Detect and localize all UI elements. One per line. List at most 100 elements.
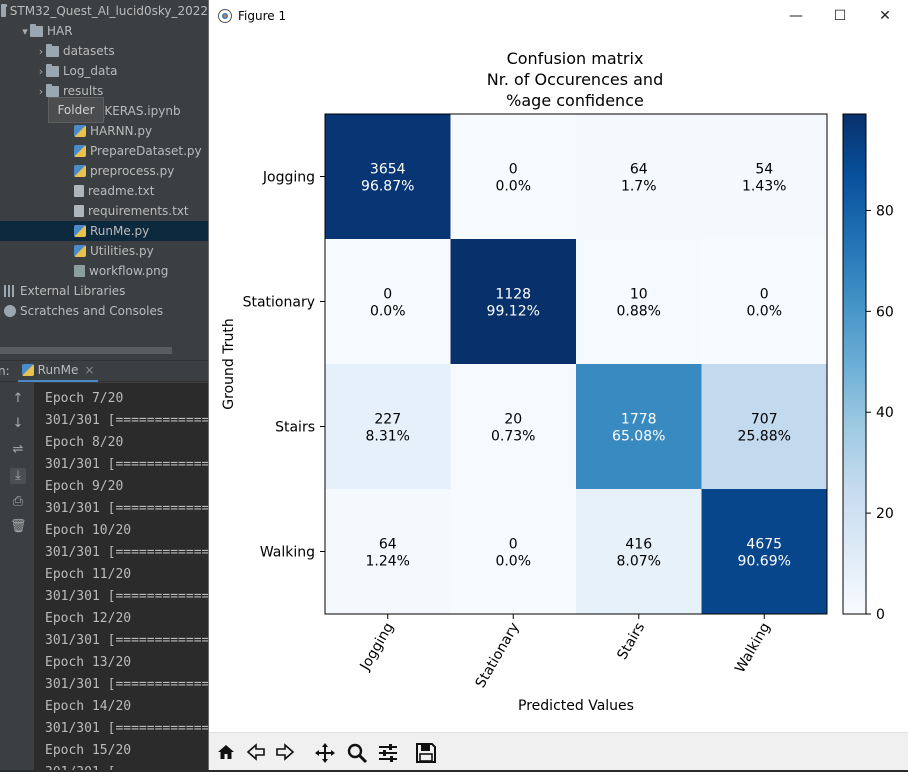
console-line: 301/301 [============ <box>45 545 208 560</box>
run-tab-label: RunMe <box>37 363 79 377</box>
tree-item[interactable]: workflow.png <box>0 261 208 281</box>
cell-count-label: 3654 <box>370 162 406 178</box>
tree-item[interactable]: R_KERAS.ipynb <box>0 101 208 121</box>
cell-count-label: 0 <box>509 537 518 553</box>
cell-percent-label: 8.31% <box>366 429 410 445</box>
print-icon[interactable]: ⎙ <box>12 494 24 509</box>
scroll-up-icon[interactable]: ↑ <box>12 391 24 406</box>
text-file-icon <box>74 205 84 217</box>
cell-count-label: 707 <box>751 412 778 428</box>
tree-item-label: PrepareDataset.py <box>90 144 202 158</box>
tree-item-label: requirements.txt <box>88 204 189 218</box>
tree-item[interactable]: Utilities.py <box>0 241 208 261</box>
heatmap-cell <box>450 239 577 365</box>
cell-percent-label: 96.87% <box>361 179 414 195</box>
chart-title: Confusion matrix <box>507 49 644 68</box>
tree-item[interactable]: HARNN.py <box>0 121 208 141</box>
cell-count-label: 1128 <box>495 287 531 303</box>
console-line: 301/301 [============ <box>45 633 208 648</box>
tree-scrollbar[interactable] <box>0 347 172 354</box>
close-icon[interactable]: × <box>84 363 95 377</box>
x-tick-label: Walking <box>732 620 773 676</box>
chevron-right-icon[interactable]: › <box>38 44 44 58</box>
console-line: Epoch 12/20 <box>45 611 132 626</box>
cell-percent-label: 25.88% <box>738 429 791 445</box>
heatmap-cell <box>701 114 828 240</box>
tree-item[interactable]: ▾ HAR <box>0 21 208 41</box>
scroll-to-end-icon[interactable]: ⤓ <box>10 468 26 484</box>
heatmap-cell <box>450 114 577 240</box>
tree-item[interactable]: STM32_Quest_AI_lucid0sky_2022 <box>0 1 208 21</box>
heatmap-cell <box>576 489 702 615</box>
tree-item[interactable]: PrepareDataset.py <box>0 141 208 161</box>
zoom-icon[interactable] <box>343 738 371 766</box>
heatmap-cell <box>701 239 828 365</box>
colorbar <box>842 113 867 615</box>
x-axis-label: Predicted Values <box>518 698 634 714</box>
heatmap-cell <box>450 364 577 490</box>
python-file-icon <box>74 225 86 237</box>
cell-count-label: 416 <box>625 537 652 553</box>
folder-icon <box>46 63 59 77</box>
tree-item[interactable]: preprocess.py <box>0 161 208 181</box>
tree-item-label: readme.txt <box>88 184 155 198</box>
maximize-button[interactable]: ☐ <box>833 8 847 24</box>
forward-icon[interactable] <box>271 738 299 766</box>
back-icon[interactable] <box>242 738 270 766</box>
tree-item-label: Utilities.py <box>90 244 154 258</box>
figure-title: Figure 1 <box>238 9 287 23</box>
cell-percent-label: 0.0% <box>746 304 782 320</box>
tree-item-label: Log_data <box>63 64 118 78</box>
console-line: Epoch 15/20 <box>45 743 132 758</box>
run-tool-window-bar: n: RunMe × <box>0 360 208 382</box>
chevron-right-icon[interactable]: › <box>38 84 44 98</box>
tree-item[interactable]: readme.txt <box>0 181 208 201</box>
confusion-matrix-figure: Confusion matrix Nr. of Occurences and %ag… <box>221 49 894 714</box>
tree-item[interactable]: › results <box>0 81 208 101</box>
cell-count-label: 1778 <box>621 412 657 428</box>
cell-percent-label: 90.69% <box>738 554 791 570</box>
tree-item-label: HARNN.py <box>90 124 153 138</box>
console-line: 301/301 [============ <box>45 413 208 428</box>
y-tick-label: Jogging <box>262 170 315 186</box>
figure-window: Figure 1 — ☐ ✕ Confusion matrix Nr. of Oc… <box>208 0 908 770</box>
tree-item[interactable]: RunMe.py <box>0 221 208 241</box>
tree-item[interactable]: External Libraries <box>0 281 208 301</box>
soft-wrap-icon[interactable]: ⇌ <box>12 442 24 457</box>
chevron-down-icon[interactable]: ▾ <box>22 24 28 38</box>
heatmap-cell <box>576 114 702 240</box>
chart-title: Nr. of Occurences and <box>487 70 663 89</box>
save-icon[interactable] <box>412 738 440 766</box>
console-line: 301/301 [============ <box>45 721 208 736</box>
home-icon[interactable] <box>212 738 240 766</box>
cell-percent-label: 1.7% <box>621 179 657 195</box>
figure-toolbar <box>209 732 908 770</box>
matplotlib-icon <box>218 9 232 23</box>
run-console[interactable]: Epoch 7/20 301/301 [============ Epoch 8/2… <box>34 383 208 770</box>
cell-count-label: 64 <box>379 537 397 553</box>
cell-percent-label: 1.24% <box>366 554 410 570</box>
y-tick-label: Stairs <box>275 420 315 436</box>
console-line: 301/301 [ <box>45 765 115 770</box>
tree-item-label: HAR <box>47 24 73 38</box>
chevron-right-icon[interactable]: › <box>38 64 44 78</box>
tree-item[interactable]: Scratches and Consoles <box>0 301 208 321</box>
pan-icon[interactable] <box>311 738 339 766</box>
colorbar-tick-label: 0 <box>876 607 885 623</box>
minimize-button[interactable]: — <box>789 8 803 24</box>
scroll-down-icon[interactable]: ↓ <box>12 416 24 431</box>
trash-icon[interactable]: 🗑 <box>10 519 27 534</box>
cell-count-label: 20 <box>504 412 522 428</box>
colorbar-tick-label: 40 <box>876 405 894 421</box>
python-file-icon <box>74 245 86 257</box>
console-line: Epoch 8/20 <box>45 435 124 450</box>
tree-item[interactable]: requirements.txt <box>0 201 208 221</box>
y-tick-label: Walking <box>260 545 315 561</box>
cell-percent-label: 8.07% <box>617 554 661 570</box>
cell-percent-label: 0.0% <box>495 179 531 195</box>
tree-item[interactable]: › datasets <box>0 41 208 61</box>
configure-icon[interactable] <box>374 738 402 766</box>
run-tab[interactable]: RunMe × <box>17 360 99 382</box>
tree-item[interactable]: › Log_data <box>0 61 208 81</box>
close-button[interactable]: ✕ <box>879 8 891 24</box>
